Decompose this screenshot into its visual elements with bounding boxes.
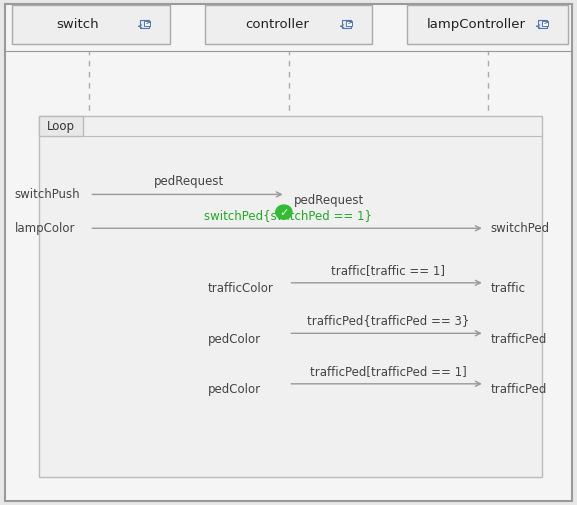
Text: switch: switch [57, 18, 99, 31]
Text: lampController: lampController [426, 18, 526, 31]
Text: Loop: Loop [47, 120, 75, 133]
Text: traffic[traffic == 1]: traffic[traffic == 1] [331, 264, 445, 277]
FancyBboxPatch shape [39, 116, 83, 136]
Text: pedRequest: pedRequest [154, 175, 224, 188]
Text: trafficPed: trafficPed [490, 333, 547, 346]
Text: ✓: ✓ [279, 208, 288, 218]
FancyBboxPatch shape [12, 5, 170, 44]
Text: switchPed: switchPed [490, 222, 549, 235]
Text: pedColor: pedColor [208, 383, 261, 396]
Text: trafficPed{trafficPed == 3}: trafficPed{trafficPed == 3} [307, 314, 469, 327]
Text: trafficPed[trafficPed == 1]: trafficPed[trafficPed == 1] [310, 365, 466, 378]
FancyBboxPatch shape [39, 116, 542, 477]
Text: switchPush: switchPush [14, 188, 80, 201]
FancyBboxPatch shape [205, 5, 372, 44]
Text: trafficPed: trafficPed [490, 383, 547, 396]
Bar [342, 20, 351, 28]
Text: pedRequest: pedRequest [294, 194, 365, 207]
FancyBboxPatch shape [407, 5, 568, 44]
Bar [144, 21, 149, 26]
FancyBboxPatch shape [5, 4, 572, 501]
Bar [140, 20, 149, 28]
Text: pedColor: pedColor [208, 333, 261, 346]
Bar [542, 21, 548, 26]
Text: switchPed{switchPed == 1}: switchPed{switchPed == 1} [204, 209, 373, 222]
Text: traffic: traffic [490, 282, 526, 295]
Circle shape [276, 205, 292, 219]
Text: trafficColor: trafficColor [208, 282, 273, 295]
Bar [538, 20, 547, 28]
Text: lampColor: lampColor [14, 222, 75, 235]
Bar [346, 21, 351, 26]
Text: controller: controller [245, 18, 309, 31]
